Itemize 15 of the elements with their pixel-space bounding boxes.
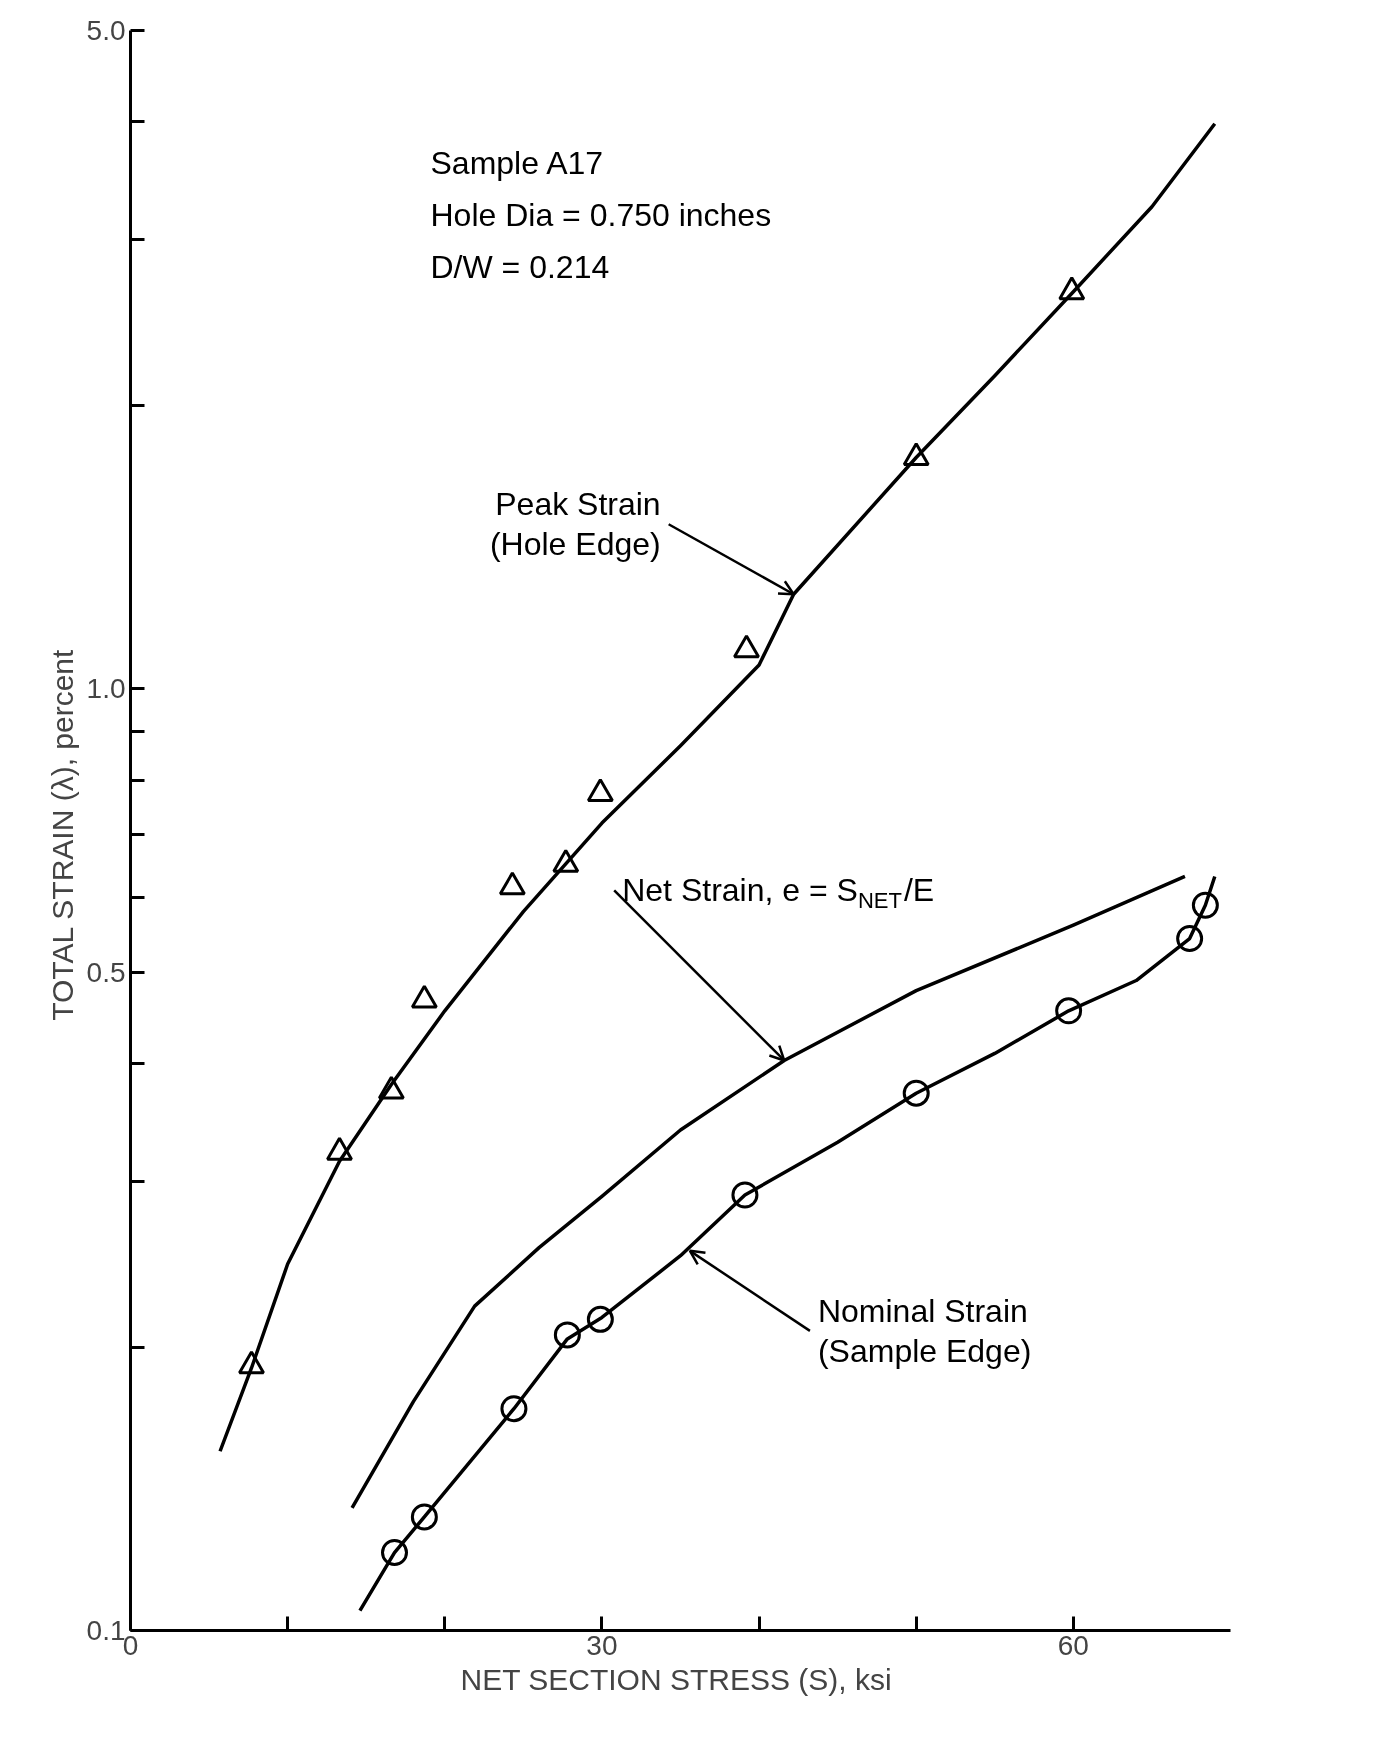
y-tick-label: 5.0	[86, 15, 126, 46]
annotation: Nominal Strain (Sample Edge)	[817, 1292, 1032, 1369]
annotation: D/W = 0.214	[430, 248, 610, 285]
annotation: Hole Dia = 0.750 inches	[430, 196, 772, 233]
line-series	[350, 874, 1187, 1510]
line-series	[358, 874, 1217, 1613]
annotation: Peak Strain (Hole Edge)	[489, 486, 661, 563]
x-axis-title: NET SECTION STRESS (S), ksi	[460, 1662, 892, 1696]
y-axis-title: TOTAL STRAIN (λ), percent	[45, 648, 79, 1021]
annotation: Sample A17	[430, 144, 604, 181]
y-tick-label: 1.0	[86, 673, 126, 705]
line-series	[218, 122, 1217, 1454]
x-tick-label: 30	[586, 1629, 618, 1661]
y-tick-label: 0.5	[86, 956, 126, 988]
x-tick-label: 60	[1057, 1629, 1089, 1661]
